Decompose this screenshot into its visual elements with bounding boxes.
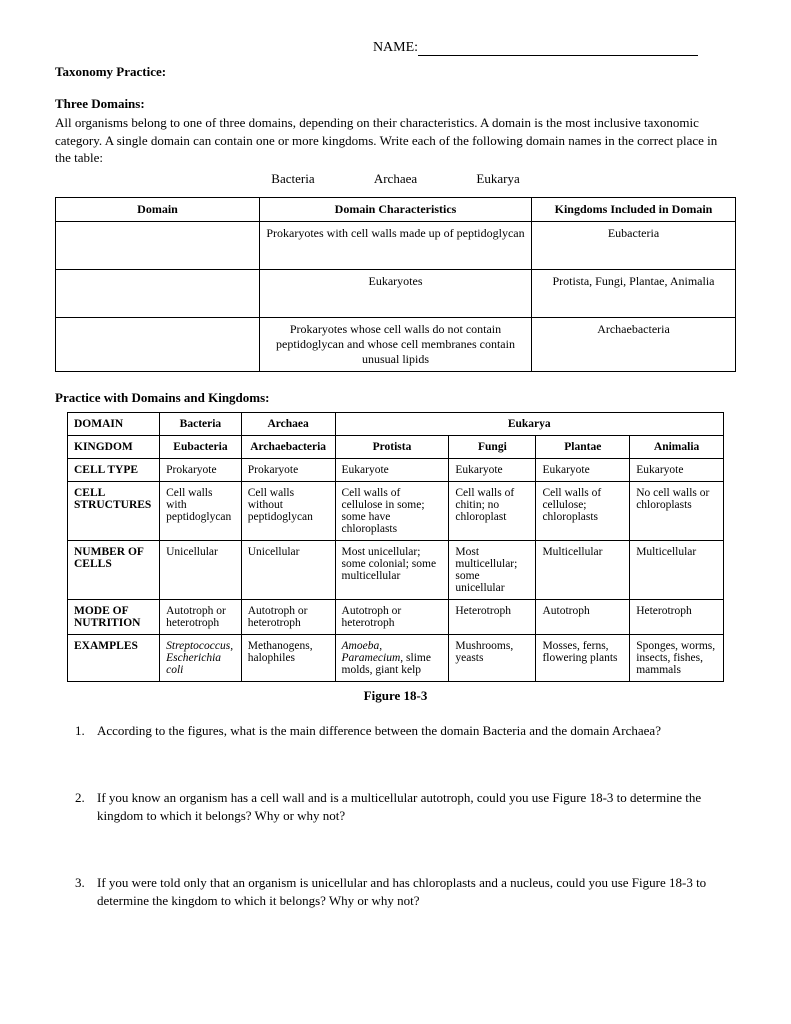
- t2-cell: Most multicellular; some unicellular: [449, 540, 536, 599]
- t2-kingdom-header: Fungi: [449, 435, 536, 458]
- t2-cell: Unicellular: [160, 540, 242, 599]
- t2-cell: Mushrooms, yeasts: [449, 634, 536, 681]
- name-label: NAME:: [373, 40, 418, 55]
- figure-caption: Figure 18-3: [55, 688, 736, 704]
- t1-domain-cell: [56, 269, 260, 317]
- t2-cell: Most unicellular; some colonial; some mu…: [335, 540, 449, 599]
- table-row: EXAMPLES Streptococcus, Escherichia coli…: [68, 634, 724, 681]
- t2-cell: Amoeba, Paramecium, slime molds, giant k…: [335, 634, 449, 681]
- practice-title: Practice with Domains and Kingdoms:: [55, 390, 736, 406]
- question-text: According to the figures, what is the ma…: [97, 722, 661, 740]
- t2-cell: Cell walls of cellulose; chloroplasts: [536, 481, 630, 540]
- table-row: DOMAIN Bacteria Archaea Eukarya: [68, 412, 724, 435]
- t2-kingdom-header: Animalia: [630, 435, 724, 458]
- t2-kingdom-header: Eubacteria: [160, 435, 242, 458]
- domains-table: Domain Domain Characteristics Kingdoms I…: [55, 197, 736, 372]
- t2-cell: Autotroph or heterotroph: [335, 599, 449, 634]
- t2-cell: Unicellular: [241, 540, 335, 599]
- t1-char-cell: Prokaryotes whose cell walls do not cont…: [260, 317, 532, 371]
- t2-row-label: KINGDOM: [68, 435, 160, 458]
- t2-cell: Autotroph or heterotroph: [160, 599, 242, 634]
- table-row: NUMBER OF CELLS Unicellular Unicellular …: [68, 540, 724, 599]
- t2-cell: Autotroph: [536, 599, 630, 634]
- t1-kingdoms-cell: Protista, Fungi, Plantae, Animalia: [532, 269, 736, 317]
- t2-domain-bacteria: Bacteria: [160, 412, 242, 435]
- t2-cell: Cell walls of chitin; no chloroplast: [449, 481, 536, 540]
- t2-row-label: NUMBER OF CELLS: [68, 540, 160, 599]
- question-number: 3.: [75, 874, 97, 909]
- t1-char-cell: Eukaryotes: [260, 269, 532, 317]
- t2-cell: Cell walls without peptidoglycan: [241, 481, 335, 540]
- table-row: Prokaryotes whose cell walls do not cont…: [56, 317, 736, 371]
- word-bank-item: Archaea: [374, 171, 417, 186]
- t2-kingdom-header: Archaebacteria: [241, 435, 335, 458]
- t1-header-domain: Domain: [56, 197, 260, 221]
- question-3: 3. If you were told only that an organis…: [75, 874, 736, 909]
- t2-row-label: CELL TYPE: [68, 458, 160, 481]
- t2-cell: Streptococcus, Escherichia coli: [160, 634, 242, 681]
- table-row: MODE OF NUTRITION Autotroph or heterotro…: [68, 599, 724, 634]
- question-2: 2. If you know an organism has a cell wa…: [75, 789, 736, 824]
- t2-cell: No cell walls or chloroplasts: [630, 481, 724, 540]
- word-bank-item: Bacteria: [271, 171, 314, 186]
- t2-domain-eukarya: Eukarya: [335, 412, 723, 435]
- table-row: CELL TYPE Prokaryote Prokaryote Eukaryot…: [68, 458, 724, 481]
- t2-row-label: CELL STRUCTURES: [68, 481, 160, 540]
- t2-row-label: EXAMPLES: [68, 634, 160, 681]
- name-field: NAME:: [335, 40, 736, 56]
- t2-domain-archaea: Archaea: [241, 412, 335, 435]
- t2-cell: Autotroph or heterotroph: [241, 599, 335, 634]
- table-row: CELL STRUCTURES Cell walls with peptidog…: [68, 481, 724, 540]
- t2-cell: Heterotroph: [449, 599, 536, 634]
- t2-kingdom-header: Protista: [335, 435, 449, 458]
- t2-cell: Eukaryote: [630, 458, 724, 481]
- t2-row-label: DOMAIN: [68, 412, 160, 435]
- t2-cell: Prokaryote: [160, 458, 242, 481]
- t2-cell: Eukaryote: [335, 458, 449, 481]
- table-row: Prokaryotes with cell walls made up of p…: [56, 221, 736, 269]
- t2-cell: Heterotroph: [630, 599, 724, 634]
- t1-domain-cell: [56, 317, 260, 371]
- t2-cell: Methanogens, halophiles: [241, 634, 335, 681]
- intro-paragraph: All organisms belong to one of three dom…: [55, 114, 736, 167]
- question-number: 2.: [75, 789, 97, 824]
- t1-kingdoms-cell: Archaebacteria: [532, 317, 736, 371]
- t1-char-cell: Prokaryotes with cell walls made up of p…: [260, 221, 532, 269]
- t2-cell: Sponges, worms, insects, fishes, mammals: [630, 634, 724, 681]
- taxonomy-title: Taxonomy Practice:: [55, 64, 736, 80]
- t2-cell: Cell walls with peptidoglycan: [160, 481, 242, 540]
- t2-cell: Multicellular: [536, 540, 630, 599]
- t2-cell: Mosses, ferns, flowering plants: [536, 634, 630, 681]
- t2-row-label: MODE OF NUTRITION: [68, 599, 160, 634]
- t1-header-characteristics: Domain Characteristics: [260, 197, 532, 221]
- question-number: 1.: [75, 722, 97, 740]
- table-row: KINGDOM Eubacteria Archaebacteria Protis…: [68, 435, 724, 458]
- t1-header-kingdoms: Kingdoms Included in Domain: [532, 197, 736, 221]
- t2-kingdom-header: Plantae: [536, 435, 630, 458]
- three-domains-title: Three Domains:: [55, 96, 736, 112]
- question-text: If you know an organism has a cell wall …: [97, 789, 736, 824]
- table-row: Eukaryotes Protista, Fungi, Plantae, Ani…: [56, 269, 736, 317]
- t1-domain-cell: [56, 221, 260, 269]
- t2-cell: Cell walls of cellulose in some; some ha…: [335, 481, 449, 540]
- question-text: If you were told only that an organism i…: [97, 874, 736, 909]
- t2-cell: Eukaryote: [449, 458, 536, 481]
- word-bank-item: Eukarya: [476, 171, 519, 186]
- t2-cell: Multicellular: [630, 540, 724, 599]
- kingdoms-table: DOMAIN Bacteria Archaea Eukarya KINGDOM …: [67, 412, 724, 682]
- name-underline: [418, 55, 698, 56]
- question-1: 1. According to the figures, what is the…: [75, 722, 736, 740]
- t2-cell: Eukaryote: [536, 458, 630, 481]
- word-bank: Bacteria Archaea Eukarya: [55, 171, 736, 187]
- t2-cell: Prokaryote: [241, 458, 335, 481]
- t1-kingdoms-cell: Eubacteria: [532, 221, 736, 269]
